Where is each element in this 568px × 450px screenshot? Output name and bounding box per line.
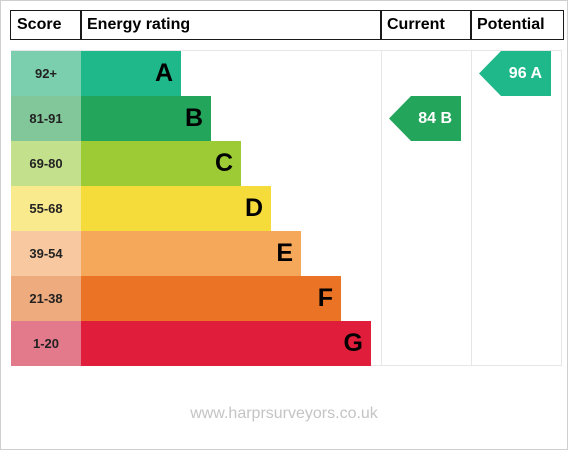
- band-bar-e: E: [81, 231, 301, 276]
- current-rating-arrow: 84 B: [389, 96, 461, 141]
- current-rating-label: 84 B: [418, 110, 452, 127]
- band-letter-d: D: [244, 194, 263, 222]
- band-letter-e: E: [276, 239, 293, 267]
- score-range-b: 81-91: [11, 96, 81, 141]
- band-letter-b: B: [184, 104, 203, 132]
- score-range-f: 21-38: [11, 276, 81, 321]
- band-bar-g: G: [81, 321, 371, 366]
- band-bar-c: C: [81, 141, 241, 186]
- grid-line: [561, 50, 562, 366]
- band-letter-f: F: [317, 284, 333, 312]
- score-range-g: 1-20: [11, 321, 81, 366]
- grid-line: [381, 50, 382, 366]
- score-range-a: 92+: [11, 51, 81, 96]
- header-energy-rating: Energy rating: [80, 10, 382, 40]
- band-bar-b: B: [81, 96, 211, 141]
- score-range-d: 55-68: [11, 186, 81, 231]
- score-range-e: 39-54: [11, 231, 81, 276]
- potential-rating-label: 96 A: [508, 65, 542, 82]
- grid-line: [471, 50, 472, 366]
- band-bar-d: D: [81, 186, 271, 231]
- footer-url: www.harprsurveyors.co.uk: [190, 405, 378, 422]
- potential-rating-arrow: 96 A: [479, 51, 551, 96]
- header-potential: Potential: [470, 10, 564, 40]
- header-score: Score: [10, 10, 82, 40]
- grid-line: [11, 50, 562, 51]
- band-bar-f: F: [81, 276, 341, 321]
- band-letter-c: C: [214, 149, 233, 177]
- band-letter-a: A: [154, 59, 173, 87]
- band-bar-a: A: [81, 51, 181, 96]
- header-current: Current: [380, 10, 472, 40]
- score-range-c: 69-80: [11, 141, 81, 186]
- band-letter-g: G: [343, 329, 363, 357]
